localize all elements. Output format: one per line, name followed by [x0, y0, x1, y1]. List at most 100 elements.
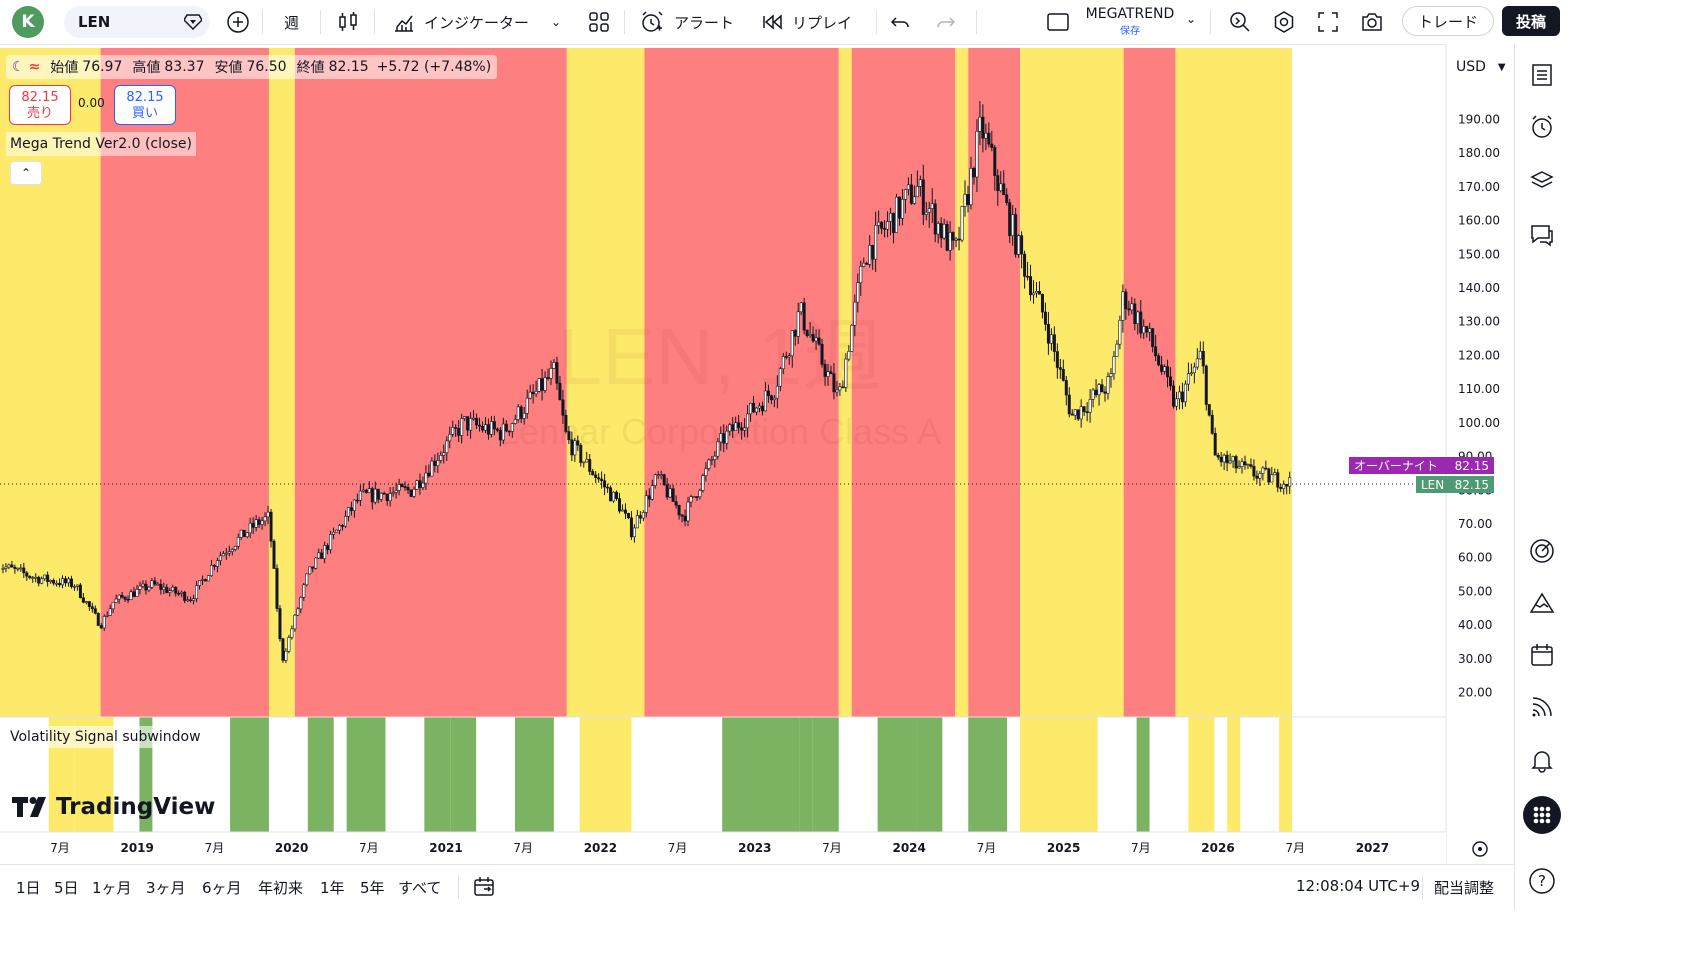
range-button[interactable]: 1ヶ月	[92, 879, 132, 897]
price-scale-ticks: 190.00 180.00 170.00 160.00 150.00 140.00 130.…	[1458, 113, 1500, 700]
candle-body	[1234, 456, 1238, 469]
candle-body	[793, 330, 797, 337]
signal-bar-green	[877, 717, 917, 832]
candle-body	[1103, 391, 1107, 394]
range-button[interactable]: 3ヶ月	[146, 879, 186, 897]
trade-button[interactable]: トレード	[1402, 6, 1494, 36]
add-symbol-icon[interactable]	[226, 10, 250, 34]
chat-icon[interactable]	[1527, 220, 1557, 250]
candle-body	[1076, 409, 1080, 420]
alert-button[interactable]: アラート	[640, 8, 734, 36]
user-avatar[interactable]: K	[12, 6, 44, 38]
help-icon[interactable]: ?	[1527, 866, 1557, 896]
sell-button[interactable]: 82.15 売り	[9, 85, 71, 125]
alerts-clock-icon[interactable]	[1527, 112, 1557, 142]
candle-body	[549, 368, 553, 379]
candle-body	[1282, 483, 1286, 489]
candle-body	[183, 591, 187, 601]
candle-body	[22, 567, 26, 574]
candle-body	[772, 397, 776, 401]
candles-style-icon[interactable]	[336, 10, 360, 34]
range-button[interactable]: 1日	[16, 879, 41, 897]
candle-body	[1201, 350, 1205, 367]
candle-body	[275, 568, 279, 609]
layout-name-button[interactable]: MEGATREND 保存	[1084, 6, 1176, 37]
time-axis-label: 2025	[1047, 841, 1080, 855]
layout-menu-chevron-icon[interactable]: ⌄	[1186, 12, 1197, 26]
candle-body	[90, 606, 94, 610]
settings-gear-icon[interactable]	[1272, 10, 1296, 34]
currency-select[interactable]: USD ▼	[1452, 52, 1508, 82]
range-button[interactable]: 1年	[320, 879, 345, 897]
change-value: +5.72 (+7.48%)	[376, 59, 492, 75]
time-axis-label: 2021	[429, 841, 462, 855]
candle-body	[382, 492, 386, 495]
interval-button[interactable]: 週	[284, 13, 300, 32]
range-button[interactable]: 5日	[54, 879, 79, 897]
compare-diamond-icon[interactable]	[184, 14, 202, 30]
candle-body	[1169, 376, 1173, 387]
trend-zone-yellow	[955, 48, 969, 717]
candle-body	[1067, 394, 1071, 415]
camera-snapshot-icon[interactable]	[1360, 10, 1384, 34]
candle-body	[790, 330, 794, 357]
signal-bar-green	[968, 717, 1008, 832]
candle-body	[752, 403, 756, 413]
layers-icon[interactable]	[1527, 166, 1557, 196]
notifications-bell-icon[interactable]	[1527, 746, 1557, 776]
price-tick-label: 100.00	[1458, 416, 1500, 430]
watchlist-icon[interactable]	[1527, 60, 1557, 90]
candle-body	[1109, 373, 1113, 377]
candle-body	[132, 591, 136, 597]
range-button[interactable]: 5年	[360, 879, 385, 897]
chevron-down-icon[interactable]: ⌄	[551, 15, 562, 29]
candle-body	[689, 496, 693, 503]
candle-body	[1017, 235, 1021, 255]
target-icon[interactable]	[1527, 536, 1557, 566]
dividend-adjust-toggle[interactable]: 配当調整	[1434, 879, 1495, 897]
redo-icon[interactable]	[934, 11, 956, 33]
collapse-legend-button[interactable]: ⌃	[10, 161, 42, 185]
clock-timezone[interactable]: 12:08:04 UTC+9	[1296, 877, 1420, 895]
quick-search-icon[interactable]	[1228, 10, 1252, 34]
candle-body	[1228, 460, 1232, 464]
last-price-tag: LEN 82.15	[1416, 476, 1494, 493]
candle-body	[463, 416, 467, 419]
candle-body	[781, 356, 785, 370]
candle-body	[397, 484, 401, 491]
candle-body	[1222, 454, 1226, 463]
range-button[interactable]: 6ヶ月	[202, 879, 242, 897]
tradingview-logo[interactable]: TradingView	[12, 794, 215, 820]
candle-body	[778, 368, 782, 387]
candle-body	[1186, 373, 1190, 385]
candle-body	[19, 567, 23, 570]
replay-button[interactable]: リプレイ	[762, 8, 852, 36]
indicator-label[interactable]: Mega Trend Ver2.0 (close)	[6, 132, 196, 156]
undo-icon[interactable]	[890, 11, 912, 33]
ideas-mountain-icon[interactable]	[1527, 588, 1557, 618]
range-button[interactable]: すべて	[398, 879, 442, 897]
candle-body	[445, 440, 449, 454]
candle-body	[195, 585, 199, 599]
buy-button[interactable]: 82.15 買い	[114, 85, 176, 125]
trend-zone-red	[1123, 48, 1176, 717]
open-label: 始値	[50, 60, 79, 76]
news-feed-icon[interactable]	[1527, 692, 1557, 722]
post-button[interactable]: 投稿	[1502, 6, 1560, 36]
time-axis-settings-icon[interactable]	[1472, 841, 1488, 857]
candle-body	[358, 490, 362, 501]
goto-date-calendar-icon[interactable]	[472, 875, 496, 899]
signal-bar-green	[450, 717, 477, 832]
calendar-icon[interactable]	[1527, 640, 1557, 670]
price-chart[interactable]: LEN, 1週 Lennar Corporation Class A 190.0…	[0, 44, 1514, 864]
fullscreen-icon[interactable]	[1316, 10, 1340, 34]
symbol-search[interactable]: LEN	[64, 6, 210, 38]
subwindow-label[interactable]: Volatility Signal subwindow	[6, 726, 205, 748]
alert-label: アラート	[674, 13, 735, 32]
indicators-button[interactable]: インジケーター ⌄	[392, 8, 561, 36]
candle-body	[1183, 383, 1187, 403]
apps-grid-button[interactable]	[1523, 796, 1561, 834]
layout-grid-icon[interactable]	[587, 10, 611, 34]
range-button[interactable]: 年初来	[258, 879, 304, 897]
layout-rect-icon[interactable]	[1046, 10, 1070, 34]
